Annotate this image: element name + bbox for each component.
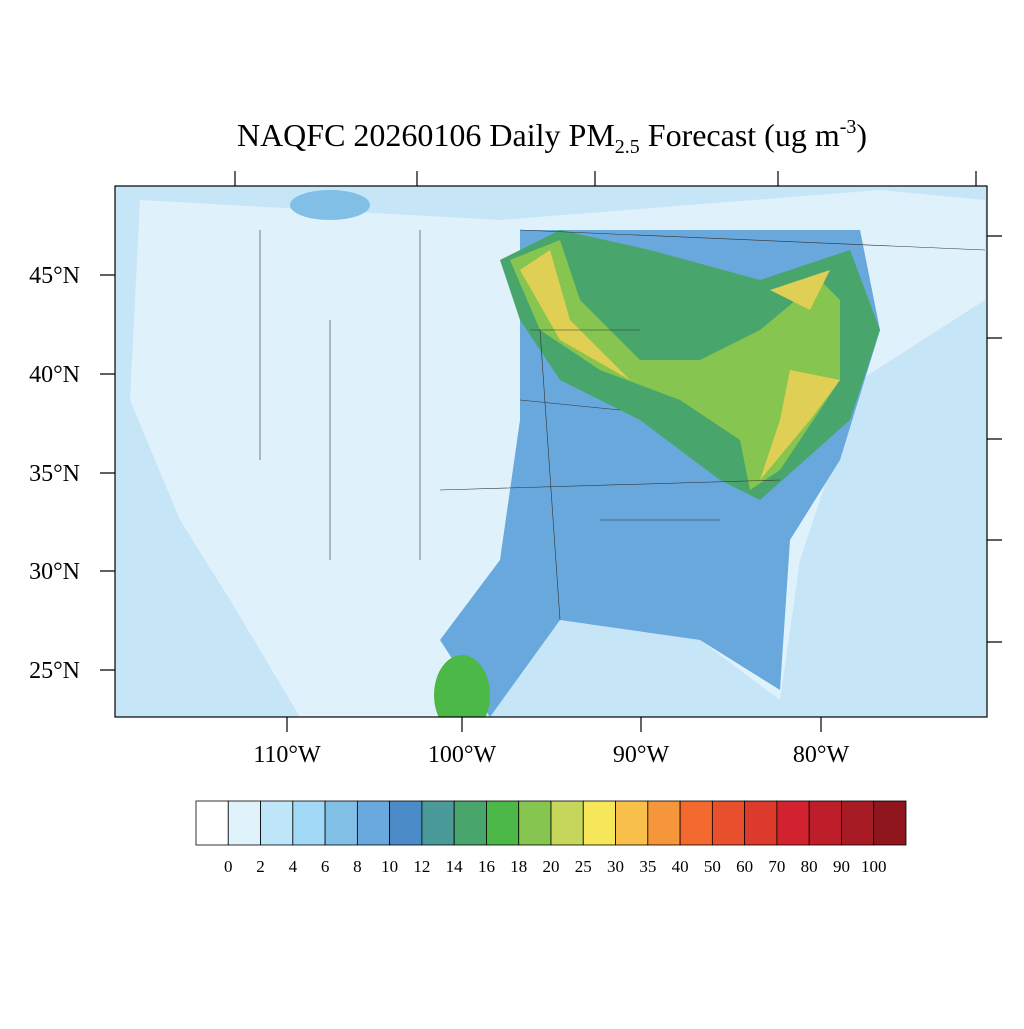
colorbar-box [260,800,294,846]
colorbar-label: 18 [510,857,527,876]
title-subscript: 2.5 [615,136,640,158]
colorbar-label: 70 [768,857,785,876]
colorbar-box [582,800,616,846]
colorbar-label: 4 [289,857,298,876]
colorbar-box [421,800,455,846]
lat-label: 30°N [29,559,80,585]
colorbar-box [356,800,391,846]
colorbar-label: 16 [478,857,495,876]
south-texas [434,655,490,717]
colorbar-box [518,800,552,846]
colorbar-box [776,800,810,846]
colorbar-label: 12 [413,857,430,876]
tick-marks [100,171,1002,732]
lon-label: 90°W [613,742,670,768]
north-field [290,190,370,220]
lat-label: 45°N [29,263,80,289]
title-middle: Forecast (ug m [640,117,840,153]
title: NAQFC 20260106 Daily PM2.5 Forecast (ug … [237,116,867,158]
peak-field [520,250,840,480]
colorbar-box [453,800,487,846]
colorbar-label: 20 [543,857,560,876]
colorbar-box [744,800,778,846]
colorbar-box [711,800,746,846]
colorbar-label: 8 [353,857,362,876]
lon-label: 80°W [793,742,850,768]
colorbar-label: 30 [607,857,624,876]
lon-label: 110°W [253,742,321,768]
colorbar-box [486,800,520,846]
colorbar-label: 14 [446,857,464,876]
colorbar-box [227,800,261,846]
colorbar-label: 10 [381,857,398,876]
lon-label: 100°W [428,742,497,768]
map-frame [114,185,988,718]
colorbar-label: 100 [861,857,887,876]
colorbar-label: 6 [321,857,330,876]
colorbar-box [550,800,584,846]
map [100,171,1002,732]
colorbar-box [679,800,713,846]
colorbar-box [873,800,907,846]
colorbar-label: 40 [672,857,689,876]
colorbar-box [615,800,649,846]
title-superscript: -3 [840,116,857,138]
colorbar-label: 60 [736,857,753,876]
state-lines [259,229,986,621]
title-suffix: ) [856,117,867,153]
colorbar-label: 80 [801,857,818,876]
colorbar-label: 2 [256,857,265,876]
colorbar-label: 90 [833,857,850,876]
colorbar-label: 0 [224,857,233,876]
colorbar-label: 50 [704,857,721,876]
lon-labels: 110°W 100°W 90°W 80°W [253,742,849,768]
colorbar-box [292,800,326,846]
colorbar-box [841,800,875,846]
lat-label: 25°N [29,658,80,684]
colorbar: 0 2 4 6 8 10 12 14 16 18 20 25 30 35 40 50 60 70 80 90 100 [195,800,907,876]
higher-field [510,240,840,490]
colorbar-label: 25 [575,857,592,876]
colorbar-box [389,800,423,846]
colorbar-label: 35 [639,857,656,876]
lat-labels: 45°N 40°N 35°N 30°N 25°N [29,263,80,684]
colorbar-box [647,800,681,846]
lat-label: 40°N [29,362,80,388]
colorbar-box [324,800,358,846]
title-prefix: NAQFC 20260106 Daily PM [237,117,615,153]
colorbar-box [195,800,229,846]
lat-label: 35°N [29,461,80,487]
colorbar-box [808,800,842,846]
